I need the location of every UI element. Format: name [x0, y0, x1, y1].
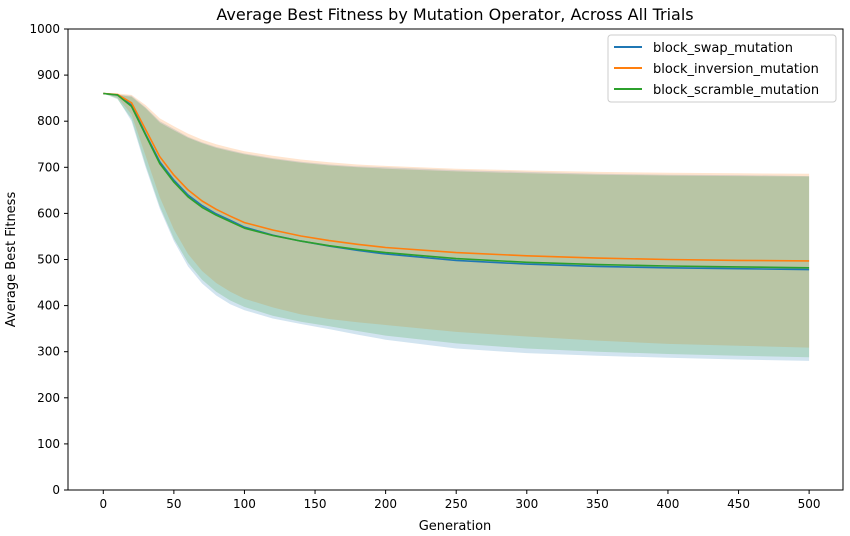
- x-tick-label: 300: [515, 497, 538, 511]
- y-tick-label: 600: [37, 206, 60, 220]
- x-tick-label: 500: [798, 497, 821, 511]
- x-tick-label: 250: [445, 497, 468, 511]
- confidence-bands: [103, 92, 810, 361]
- band-block_scramble_mutation: [103, 93, 810, 358]
- legend-box: [607, 34, 837, 103]
- series-lines: [103, 92, 810, 271]
- y-tick-label: 1000: [29, 22, 60, 36]
- line-block_scramble_mutation: [103, 92, 810, 269]
- x-tick-label: 400: [657, 497, 680, 511]
- band-block_inversion_mutation: [103, 92, 810, 348]
- y-tick-label: 200: [37, 391, 60, 405]
- legend-label: block_scramble_mutation: [653, 83, 819, 98]
- x-tick-label: 200: [374, 497, 397, 511]
- y-tick-label: 900: [37, 68, 60, 82]
- y-tick-label: 800: [37, 114, 60, 128]
- y-axis-ticks: 0 100 200 300 400 500 600 700 800 900 1000: [29, 22, 68, 497]
- x-tick-label: 350: [586, 497, 609, 511]
- y-tick-label: 0: [52, 483, 60, 497]
- band-block_swap_mutation: [103, 93, 810, 361]
- legend-label: block_swap_mutation: [653, 41, 793, 56]
- y-tick-label: 500: [37, 253, 60, 267]
- line-block_inversion_mutation: [103, 92, 810, 262]
- x-axis-label: Generation: [419, 519, 492, 534]
- x-axis-ticks: 0 50 100 150 200 250 300 350 400 450 500: [99, 490, 821, 511]
- legend-label: block_inversion_mutation: [653, 62, 819, 77]
- legend: block_swap_mutation block_inversion_mutat…: [607, 34, 837, 103]
- y-tick-label: 300: [37, 345, 60, 359]
- y-axis-label: Average Best Fitness: [4, 192, 19, 328]
- x-tick-label: 150: [304, 497, 327, 511]
- chart-title: Average Best Fitness by Mutation Operato…: [216, 5, 693, 24]
- y-tick-label: 400: [37, 299, 60, 313]
- x-tick-label: 50: [166, 497, 181, 511]
- x-tick-label: 450: [727, 497, 750, 511]
- x-tick-label: 0: [99, 497, 107, 511]
- x-tick-label: 100: [233, 497, 256, 511]
- y-tick-label: 700: [37, 160, 60, 174]
- y-tick-label: 100: [37, 437, 60, 451]
